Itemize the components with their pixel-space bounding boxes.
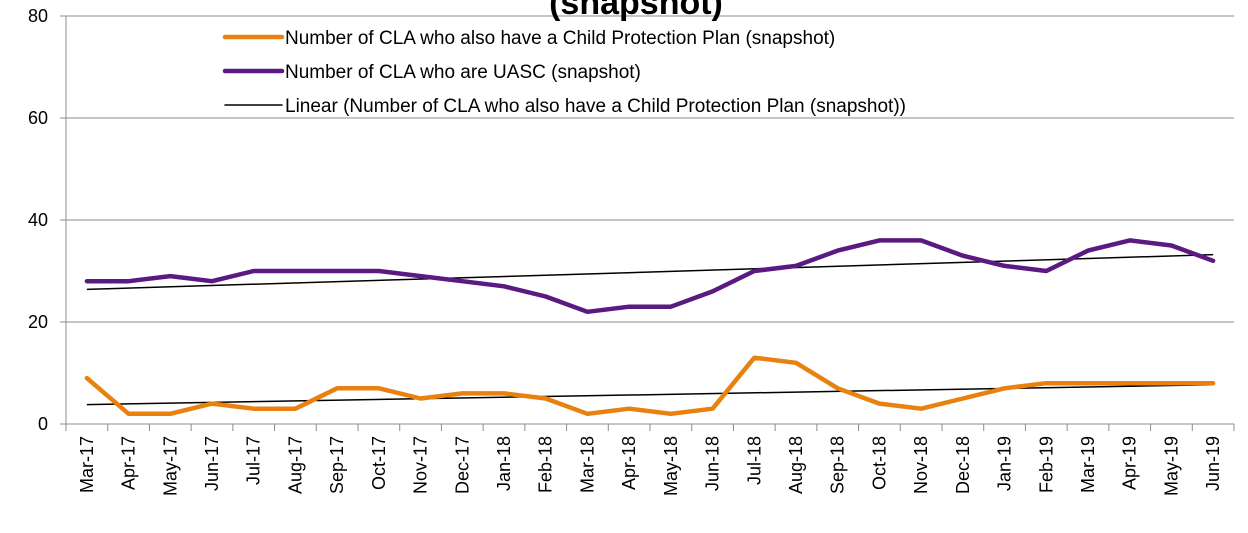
x-tick-label: Jan-18: [494, 436, 514, 491]
x-tick-label: Mar-18: [577, 436, 597, 493]
x-tick-label: Mar-19: [1078, 436, 1098, 493]
x-tick-label: Oct-17: [369, 436, 389, 490]
x-tick-label: Aug-17: [285, 436, 305, 494]
x-tick-label: Aug-18: [786, 436, 806, 494]
legend-item-linear: Linear (Number of CLA who also have a Ch…: [224, 96, 906, 117]
y-tick-label: 80: [28, 6, 48, 26]
y-tick-label: 60: [28, 108, 48, 128]
legend-label: Number of CLA who also have a Child Prot…: [285, 28, 835, 49]
x-tick-label: Apr-19: [1120, 436, 1140, 490]
y-axis-ticks: 0 20 40 60 80: [28, 6, 66, 434]
x-axis-ticks: Mar-17 Apr-17 May-17 Jun-17 Jul-17 Aug-17 Sep-…: [65, 424, 1235, 496]
legend: Number of CLA who also have a Child Prot…: [222, 28, 906, 117]
x-tick-label: Sep-18: [828, 436, 848, 494]
x-tick-label: Feb-18: [536, 436, 556, 493]
series-line-uasc: [84, 238, 1216, 315]
legend-item-cpp: Number of CLA who also have a Child Prot…: [222, 28, 835, 49]
legend-item-uasc: Number of CLA who are UASC (snapshot): [222, 62, 641, 83]
y-tick-label: 0: [38, 414, 48, 434]
trendline: [86, 383, 1214, 406]
x-tick-label: May-18: [661, 436, 681, 496]
trendlines: [86, 253, 1214, 406]
series-lines: [84, 238, 1216, 417]
x-tick-label: Dec-17: [452, 436, 472, 494]
x-tick-label: Jun-19: [1203, 436, 1223, 491]
x-tick-label: Nov-18: [911, 436, 931, 494]
x-tick-label: Jan-19: [995, 436, 1015, 491]
legend-label: Number of CLA who are UASC (snapshot): [285, 62, 641, 83]
chart-title: (snapshot): [549, 0, 723, 22]
trendline: [86, 253, 1214, 291]
x-tick-label: Jul-17: [244, 436, 264, 485]
x-tick-label: Jun-18: [703, 436, 723, 491]
x-tick-label: Sep-17: [327, 436, 347, 494]
x-tick-label: Mar-17: [77, 436, 97, 493]
x-tick-label: Oct-18: [869, 436, 889, 490]
legend-label: Linear (Number of CLA who also have a Ch…: [285, 96, 906, 117]
gridlines: [66, 15, 1234, 323]
x-tick-label: Nov-17: [411, 436, 431, 494]
x-tick-label: Jul-18: [744, 436, 764, 485]
x-tick-label: Feb-19: [1036, 436, 1056, 493]
x-tick-label: May-17: [160, 436, 180, 496]
x-tick-label: Dec-18: [953, 436, 973, 494]
y-tick-label: 40: [28, 210, 48, 230]
x-tick-label: Apr-17: [119, 436, 139, 490]
x-tick-label: Apr-18: [619, 436, 639, 490]
x-tick-label: Jun-17: [202, 436, 222, 491]
series-line-cpp: [84, 355, 1216, 417]
x-tick-label: May-19: [1161, 436, 1181, 496]
y-tick-label: 20: [28, 312, 48, 332]
